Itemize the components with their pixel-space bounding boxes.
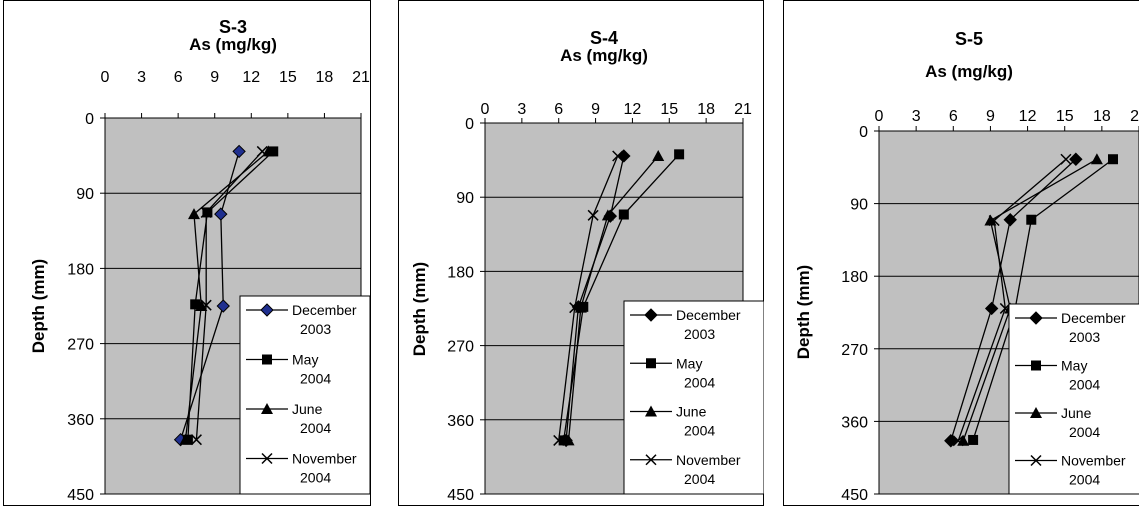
legend-label-year: 2004 (300, 371, 331, 387)
x-tick-label: 9 (591, 101, 600, 118)
y-tick-label: 270 (841, 342, 868, 359)
x-tick-label: 0 (481, 101, 490, 118)
legend-label: December (1061, 310, 1126, 326)
legend-label-year: 2004 (684, 471, 715, 487)
legend-label-year: 2004 (1069, 472, 1100, 488)
y-tick-label: 360 (841, 414, 868, 431)
x-tick-label: 12 (242, 69, 260, 86)
x-tick-label: 12 (1019, 108, 1037, 125)
legend-label-year: 2004 (684, 423, 715, 439)
x-tick-label: 9 (210, 69, 219, 86)
legend-label-year: 2003 (300, 321, 331, 337)
x-tick-label: 15 (279, 69, 297, 86)
x-tick-label: 3 (912, 108, 921, 125)
legend-label-year: 2004 (684, 374, 715, 390)
x-tick-label: 3 (517, 101, 526, 118)
y-axis-label: Depth (mm) (794, 265, 813, 359)
y-tick-label: 450 (447, 487, 474, 504)
data-point (1026, 215, 1036, 225)
chart-panel-s4: 0 90 180 270 360 450 0 3 6 9 12 15 18 21 S-4 As (mg/k… (398, 0, 764, 506)
x-tick-label: 0 (875, 108, 884, 125)
x-tick-label: 6 (949, 108, 958, 125)
chart-title: S-5 (955, 29, 983, 49)
chart-panel-s3: 0 90 180 270 360 450 0 3 6 9 12 15 18 21 S-3 As (mg/k… (3, 0, 371, 506)
legend-label: May (292, 352, 318, 368)
x-tick-label: 15 (1056, 108, 1074, 125)
legend-marker (646, 358, 656, 368)
y-tick-label: 450 (841, 487, 868, 504)
legend: December 2003 May 2004 June 2004 November 2004 (624, 301, 764, 494)
chart-s3: 0 90 180 270 360 450 0 3 6 9 12 15 18 21 S-3 As (mg/k… (3, 0, 371, 506)
data-point (1108, 154, 1118, 164)
legend-label-year: 2004 (1069, 377, 1100, 393)
x-tick-label: 18 (1093, 108, 1111, 125)
x-tick-label: 21 (352, 69, 370, 86)
legend-label: May (676, 355, 702, 371)
legend-label: June (292, 401, 323, 417)
x-tick-label: 0 (101, 69, 110, 86)
y-tick-label: 90 (76, 186, 94, 203)
legend: December 2003 May 2004 June 2004 November 2004 (1009, 304, 1139, 494)
data-point (674, 149, 684, 159)
y-tick-label: 0 (465, 116, 474, 133)
legend-label-year: 2004 (300, 470, 331, 486)
legend-label-year: 2003 (684, 326, 715, 342)
chart-s5: 0 90 180 270 360 450 0 3 6 9 12 15 18 21 S-5 As (mg/k… (783, 0, 1139, 506)
data-point (619, 210, 629, 220)
legend-label: November (676, 452, 741, 468)
y-tick-label: 180 (67, 261, 94, 278)
y-tick-label: 450 (67, 487, 94, 504)
y-tick-label: 360 (67, 412, 94, 429)
x-tick-label: 3 (137, 69, 146, 86)
y-tick-label: 360 (447, 413, 474, 430)
data-point (202, 207, 212, 217)
chart-title: S-3 (219, 17, 247, 37)
data-point (968, 435, 978, 445)
legend-label: November (1061, 453, 1126, 469)
legend-label: December (676, 307, 741, 323)
legend-label-year: 2003 (1069, 329, 1100, 345)
chart-s4: 0 90 180 270 360 450 0 3 6 9 12 15 18 21 S-4 As (mg/k… (398, 0, 764, 506)
x-tick-label: 21 (734, 101, 752, 118)
y-tick-label: 0 (859, 124, 868, 141)
legend: December 2003 May 2004 June 2004 November 2004 (240, 296, 370, 494)
x-tick-label: 18 (316, 69, 334, 86)
legend-label: June (1061, 405, 1092, 421)
chart-title: S-4 (590, 28, 618, 48)
legend-label-year: 2004 (300, 420, 331, 436)
y-tick-label: 90 (850, 197, 868, 214)
chart-panel-s5: 0 90 180 270 360 450 0 3 6 9 12 15 18 21 S-5 As (mg/k… (783, 0, 1139, 506)
y-tick-label: 270 (447, 339, 474, 356)
x-tick-label: 15 (660, 101, 678, 118)
x-tick-label: 21 (1130, 108, 1139, 125)
legend-label: May (1061, 358, 1087, 374)
legend-label: November (292, 451, 357, 467)
legend-label: December (292, 302, 357, 318)
x-tick-label: 12 (624, 101, 642, 118)
y-tick-label: 180 (447, 264, 474, 281)
x-axis-label: As (mg/kg) (189, 35, 277, 54)
y-tick-label: 180 (841, 269, 868, 286)
legend-label: June (676, 404, 707, 420)
legend-marker (262, 355, 272, 365)
legend-label-year: 2004 (1069, 424, 1100, 440)
legend-marker (1031, 361, 1041, 371)
x-tick-label: 6 (554, 101, 563, 118)
x-tick-label: 6 (174, 69, 183, 86)
y-axis-label: Depth (mm) (410, 262, 429, 356)
y-axis-label: Depth (mm) (29, 259, 48, 353)
x-tick-label: 18 (697, 101, 715, 118)
y-tick-label: 270 (67, 337, 94, 354)
x-axis-label: As (mg/kg) (925, 62, 1013, 81)
x-axis-label: As (mg/kg) (560, 46, 648, 65)
y-tick-label: 90 (456, 190, 474, 207)
y-tick-label: 0 (85, 111, 94, 128)
x-tick-label: 9 (986, 108, 995, 125)
